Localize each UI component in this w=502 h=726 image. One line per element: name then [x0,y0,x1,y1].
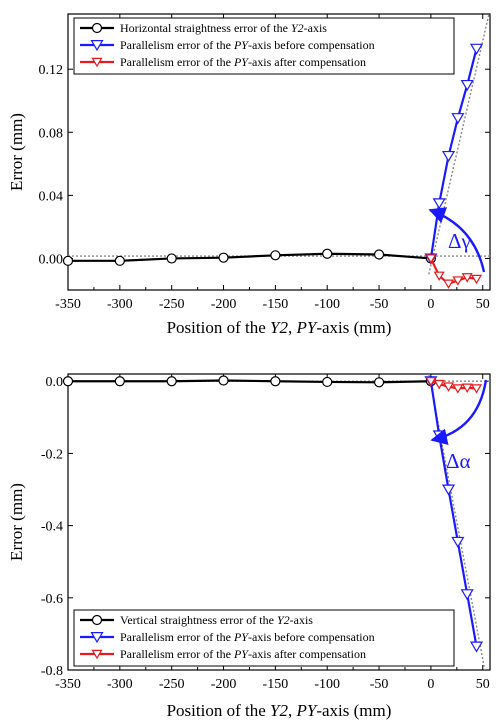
data-point [322,248,333,259]
legend-box [73,609,455,667]
series-line-0 [68,252,431,262]
legend-entry-1: Parallelism error of the PY-axis before … [120,630,375,644]
chart-bottom-vertical: -350 -300 -250 -200 -150 -100 -50 0 50 0.0 -0.2 -0.… [7,373,491,720]
legend-entry-0: Horizontal straightness error of the Y2-… [120,21,327,35]
angle-label: Δγ [448,229,471,253]
angle-arrow [430,379,488,445]
data-point [452,276,464,286]
y-axis-title: Error (mm) [7,113,26,191]
legend-box [73,17,455,75]
y-tick-label: -0.8 [41,664,63,679]
x-tick-label: -350 [55,297,81,312]
data-point [425,377,437,387]
data-point [469,43,484,55]
x-tick-label: -150 [263,297,289,312]
x-tick-label: 50 [476,677,490,692]
y-tick-label: 0.0 [46,375,64,390]
y-tick-label: 0.04 [39,189,64,204]
x-tick-label: -300 [107,677,133,692]
x-tick-label: -150 [263,677,289,692]
series-line-0 [68,379,431,384]
y-tick-label: 0.08 [39,126,64,141]
angle-arrow [428,207,486,273]
fit-guide-line [428,13,490,275]
data-point [425,254,437,264]
data-point [441,150,456,163]
x-tick-label: -100 [314,297,340,312]
angle-label: Δα [446,449,471,473]
y-tick-label: -0.6 [41,592,63,607]
data-point [451,113,465,125]
data-point [451,536,465,548]
x-axis-title: Position of the Y2, PY-axis (mm) [167,318,392,337]
chart-top-horizontal: -350 -300 -250 -200 -150 -100 -50 0 50 0.00 0.04 0.… [7,13,491,337]
data-point [218,252,229,263]
data-point [442,382,455,392]
data-point [452,384,464,394]
data-point [460,79,474,92]
data-point [470,384,483,394]
data-point [166,253,177,264]
data-point [461,383,473,393]
x-tick-label: 0 [427,677,434,692]
legend-swatch-marker [91,57,103,68]
data-point [114,376,125,387]
x-tick-label: -250 [159,677,185,692]
x-tick-label: -350 [55,677,81,692]
y-tick-label: 0.00 [39,252,64,267]
legend-swatch-marker [91,649,103,660]
data-point [373,249,385,260]
x-tick-label: 0 [427,297,434,312]
data-point [62,376,74,387]
data-point [218,375,229,386]
data-point [460,589,474,601]
data-point [166,376,177,387]
legend-swatch-marker [91,614,103,626]
x-tick-label: -200 [211,297,237,312]
legend-entry-0: Vertical straightness error of the Y2-ax… [120,613,313,627]
data-point [469,641,484,653]
x-tick-label: -300 [107,297,133,312]
data-point [62,255,74,266]
x-axis-title: Position of the Y2, PY-axis (mm) [167,701,392,720]
legend-entry-2: Parallelism error of the PY-axis after c… [120,55,366,69]
plot-frame [67,13,491,291]
data-point [433,379,445,390]
data-point [322,376,333,388]
series-line-1 [429,381,478,647]
data-point [433,271,445,282]
y-axis-title: Error (mm) [7,483,26,561]
legend-swatch-marker [90,39,104,52]
data-point [470,274,483,285]
legend-swatch-marker [90,631,104,644]
legend-swatch-marker [91,22,103,34]
data-point [432,198,446,210]
x-tick-label: 50 [476,297,490,312]
plot-frame [67,373,491,671]
data-point [442,279,455,289]
x-tick-label: -200 [211,677,237,692]
data-point [441,484,456,496]
x-tick-label: -50 [370,297,389,312]
legend-entry-1: Parallelism error of the PY-axis before … [120,38,375,52]
data-point [270,250,281,261]
y-tick-label: -0.2 [41,447,63,462]
x-tick-label: -50 [370,677,389,692]
data-point [114,255,125,266]
x-tick-label: -250 [159,297,185,312]
y-tick-label: 0.12 [39,63,64,78]
x-tick-label: -100 [314,677,340,692]
data-point [373,377,385,388]
data-point [461,273,473,283]
data-point [270,376,281,387]
y-tick-label: -0.4 [41,520,63,535]
legend-entry-2: Parallelism error of the PY-axis after c… [120,647,366,661]
